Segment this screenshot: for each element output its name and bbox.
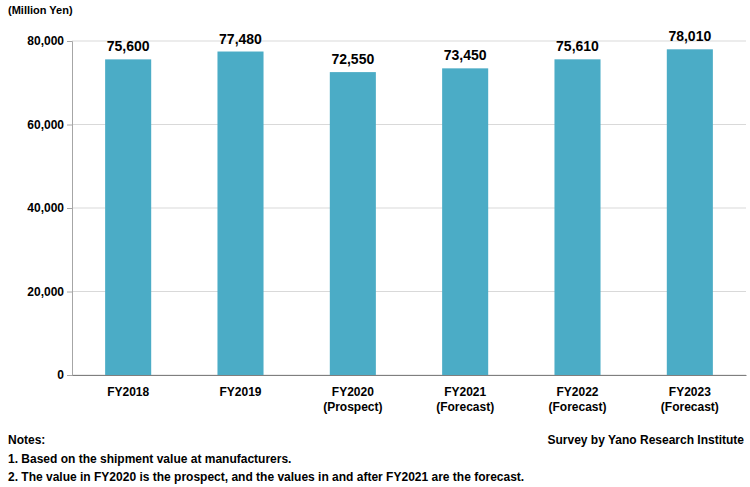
- bar: [667, 49, 713, 375]
- x-tick: FY2020(Prospect): [323, 375, 382, 414]
- y-tick-mark: [67, 125, 72, 126]
- y-tick-label: 80,000: [27, 34, 64, 48]
- source: Survey by Yano Research Institute: [547, 433, 744, 447]
- grid-line: [72, 291, 746, 292]
- grid-line: [72, 375, 746, 376]
- note: 2. The value in FY2020 is the prospect, …: [8, 470, 524, 484]
- bar: [217, 52, 263, 375]
- x-tick: FY2023(Forecast): [661, 375, 719, 414]
- y-tick-mark: [67, 208, 72, 209]
- y-tick-label: 40,000: [27, 201, 64, 215]
- x-tick: FY2019: [219, 375, 261, 399]
- data-label: 75,610: [556, 38, 599, 54]
- data-labels: 75,600 77,480 72,550 73,450 75,610 78,010: [107, 28, 712, 67]
- x-tick: FY2022(Forecast): [548, 375, 606, 414]
- data-label: 73,450: [444, 47, 487, 63]
- note: 1. Based on the shipment value at manufa…: [8, 452, 291, 466]
- x-tick-label-line: FY2019: [219, 385, 261, 399]
- x-axis-line: [73, 375, 747, 376]
- x-tick-label: FY2022(Forecast): [548, 385, 606, 415]
- x-tick-label: FY2019: [219, 385, 261, 399]
- x-tick-label-line: FY2018: [107, 385, 149, 399]
- bar: [330, 72, 376, 375]
- x-tick-label-line: FY2021: [444, 385, 486, 399]
- y-tick: 20,000: [27, 285, 72, 299]
- bar: [442, 68, 488, 375]
- x-tick-label: FY2023(Forecast): [661, 385, 719, 415]
- chart: 0 20,000 40,000 60,000 80,000 FY2018 FY2019 FY2…: [0, 0, 750, 487]
- grid: [72, 41, 746, 375]
- y-tick-label: 0: [57, 368, 64, 382]
- y-tick: 80,000: [27, 34, 72, 48]
- bar: [554, 59, 600, 375]
- x-tick-label-line: (Forecast): [661, 400, 719, 414]
- y-axis: 0 20,000 40,000 60,000 80,000: [27, 34, 72, 382]
- note: Notes:: [8, 433, 45, 447]
- x-tick-label-line: FY2023: [669, 385, 711, 399]
- x-tick-label-line: (Prospect): [323, 400, 382, 414]
- x-tick: FY2021(Forecast): [436, 375, 494, 414]
- grid-line: [72, 208, 746, 209]
- y-tick: 60,000: [27, 118, 72, 132]
- bars: [105, 49, 713, 375]
- x-tick-label-line: (Forecast): [436, 400, 494, 414]
- y-tick: 0: [57, 368, 72, 382]
- chart-container: 0 20,000 40,000 60,000 80,000 FY2018 FY2019 FY2…: [0, 0, 750, 487]
- grid-line: [72, 124, 746, 125]
- bar: [105, 59, 151, 375]
- x-tick-label-line: FY2022: [556, 385, 598, 399]
- y-axis-line: [67, 42, 73, 376]
- x-tick-label: FY2020(Prospect): [323, 385, 382, 415]
- y-axis-title: (Million Yen): [8, 4, 73, 16]
- data-label: 77,480: [219, 31, 262, 47]
- x-tick-label: FY2018: [107, 385, 149, 399]
- x-tick: FY2018: [107, 375, 149, 399]
- y-tick-mark: [67, 41, 72, 42]
- y-tick-label: 20,000: [27, 285, 64, 299]
- notes: Notes: 1. Based on the shipment value at …: [8, 433, 524, 484]
- x-axis: FY2018FY2019FY2020(Prospect)FY2021(Forec…: [73, 375, 747, 414]
- y-tick: 40,000: [27, 201, 72, 215]
- grid-line: [72, 41, 746, 42]
- x-tick-label: FY2021(Forecast): [436, 385, 494, 415]
- x-tick-label-line: FY2020: [332, 385, 374, 399]
- x-tick-label-line: (Forecast): [548, 400, 606, 414]
- data-label: 75,600: [107, 38, 150, 54]
- data-label: 72,550: [331, 51, 374, 67]
- y-tick-mark: [67, 375, 72, 376]
- data-label: 78,010: [668, 28, 711, 44]
- y-tick-mark: [67, 292, 72, 293]
- y-tick-label: 60,000: [27, 118, 64, 132]
